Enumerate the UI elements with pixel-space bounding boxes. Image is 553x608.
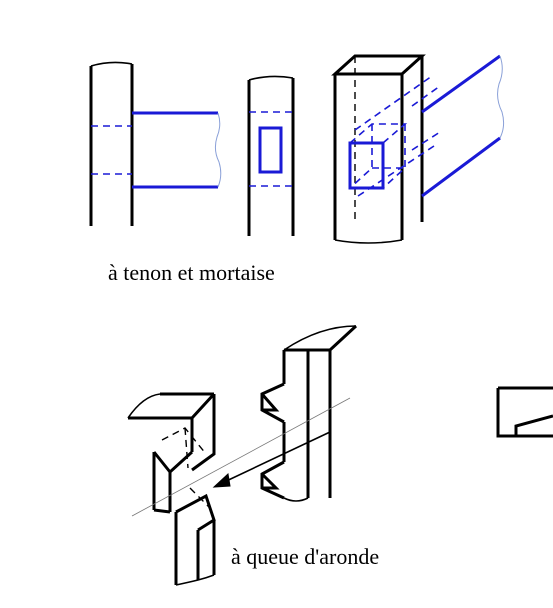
tenon-view-isometric	[331, 54, 505, 244]
tenon-view-elevation	[89, 61, 222, 226]
assembly-arrow	[212, 431, 331, 488]
guide-line	[131, 397, 351, 517]
dovetail-partial-view	[496, 386, 553, 438]
dovetail-female-piece	[127, 392, 216, 586]
caption-queue-aronde: à queue d'aronde	[231, 544, 380, 569]
caption-tenon-mortaise: à tenon et mortaise	[108, 260, 275, 285]
dovetail-male-piece	[260, 324, 358, 502]
mortise-view-front	[247, 75, 295, 236]
